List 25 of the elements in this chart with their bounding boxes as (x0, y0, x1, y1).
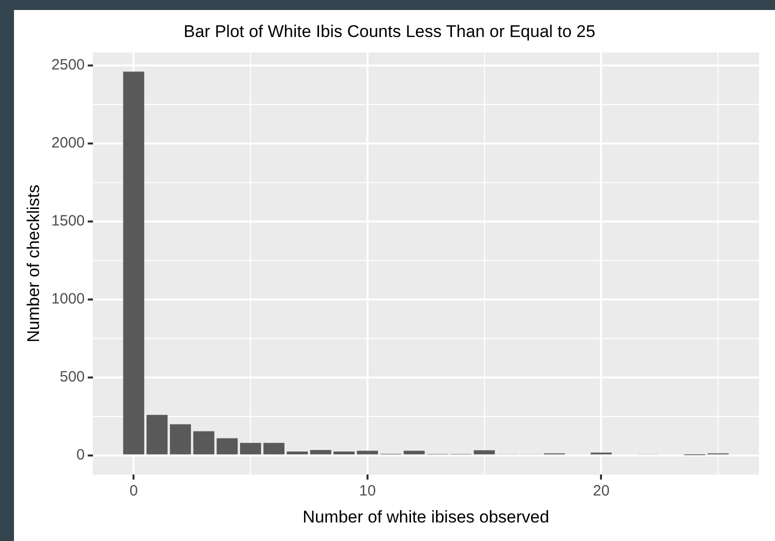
bar (310, 450, 332, 454)
y-tick-label: 1500 (51, 212, 85, 230)
bar (216, 438, 238, 454)
x-axis-title: Number of white ibises observed (302, 507, 550, 526)
y-tick-label: 2000 (51, 134, 85, 152)
chart-title: Bar Plot of White Ibis Counts Less Than or Equal to 25 (184, 22, 596, 41)
bar (263, 442, 284, 454)
bar (404, 450, 425, 454)
y-tick-label: 1000 (51, 290, 85, 308)
y-axis-title: Number of checklists (24, 184, 43, 342)
bar (334, 452, 355, 454)
bar (240, 442, 262, 454)
x-tick-label: 20 (592, 482, 610, 500)
bar (170, 424, 191, 454)
bar (146, 414, 168, 454)
bar (286, 452, 308, 454)
y-tick-label: 500 (60, 368, 85, 386)
x-tick-label: 10 (359, 482, 376, 500)
bar (123, 72, 144, 454)
bar (474, 450, 495, 454)
y-tick-label: 0 (76, 446, 85, 464)
y-tick-label: 2500 (51, 56, 85, 74)
bar (193, 431, 214, 454)
bar (356, 450, 378, 454)
x-tick-label: 0 (130, 482, 138, 500)
